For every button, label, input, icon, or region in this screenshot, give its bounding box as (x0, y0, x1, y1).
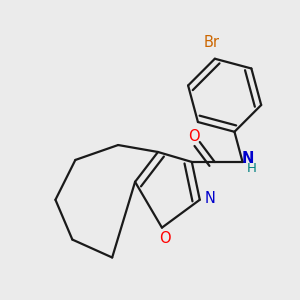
Text: O: O (159, 231, 171, 246)
Text: H: H (247, 162, 257, 175)
Text: N: N (242, 151, 254, 166)
Text: O: O (188, 129, 200, 144)
Text: N: N (205, 191, 216, 206)
Text: Br: Br (203, 35, 219, 50)
